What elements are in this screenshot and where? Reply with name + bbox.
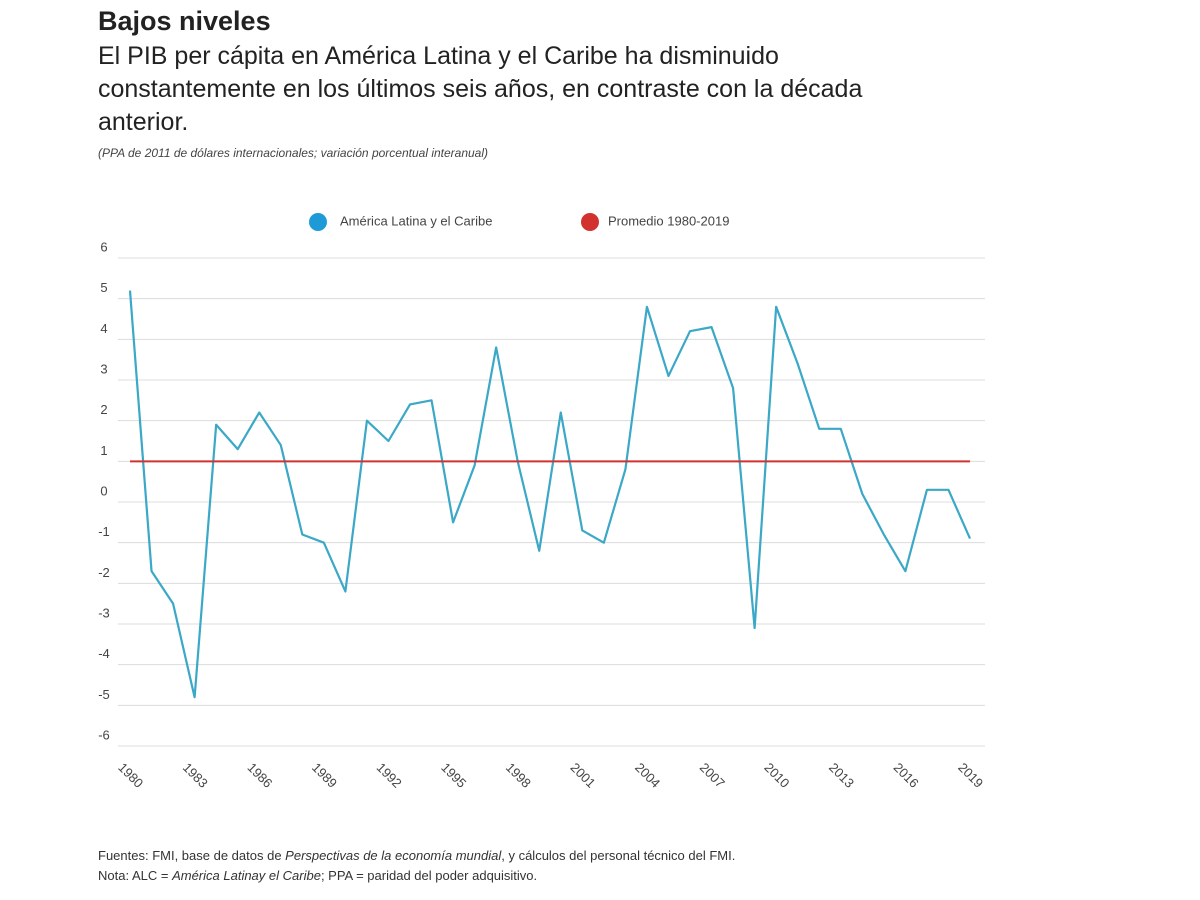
x-tick-label: 2004 [632,760,663,791]
x-tick-label: 2019 [955,760,986,791]
y-tick-label: 5 [100,280,107,295]
y-tick-label: 0 [100,483,107,498]
x-tick-label: 2007 [697,760,728,791]
x-tick-label: 1998 [503,760,534,791]
y-tick-label: -1 [98,524,110,539]
x-tick-label: 1992 [374,760,405,791]
legend-label: Promedio 1980-2019 [608,213,729,228]
legend-swatch [309,213,327,231]
source-text: Fuentes: FMI, base de datos de [98,848,286,863]
y-tick-label: -6 [98,727,110,742]
y-tick-label: -2 [98,565,110,580]
y-tick-label: -5 [98,687,110,702]
y-tick-label: 3 [100,361,107,376]
x-tick-label: 1989 [309,760,340,791]
legend-swatch [581,213,599,231]
source-note: Fuentes: FMI, base de datos de Perspecti… [98,848,735,863]
x-tick-label: 2016 [891,760,922,791]
y-tick-label: 2 [100,402,107,417]
title: Bajos niveles [98,6,271,36]
y-tick-label: -3 [98,605,110,620]
data-line [128,290,972,699]
source-text: , y cálculos del personal técnico del FM… [501,848,736,863]
x-tick-label: 2001 [568,760,599,791]
x-tick-label: 1986 [244,760,275,791]
note-text: América Latinay el Caribe [172,868,321,883]
note: Nota: ALC = América Latinay el Caribe; P… [98,868,537,883]
source-text: Perspectivas de la economía mundial [285,848,502,863]
x-tick-label: 1980 [115,760,146,791]
legend-label: América Latina y el Caribe [340,213,492,228]
subtitle: El PIB per cápita en América Latina y el… [98,42,863,136]
note-text: ; PPA = paridad del poder adquisitivo. [320,868,538,883]
note-text: Nota: ALC = [98,868,173,883]
y-tick-label: 1 [100,443,107,458]
x-tick-label: 1995 [438,760,469,791]
x-tick-label: 2013 [826,760,857,791]
y-tick-label: -4 [98,646,110,661]
units-note: (PPA de 2011 de dólares internacionales;… [98,146,489,160]
x-tick-label: 1983 [180,760,211,791]
x-tick-label: 2010 [761,760,792,791]
y-tick-label: 4 [100,321,107,336]
y-tick-label: 6 [100,239,107,254]
